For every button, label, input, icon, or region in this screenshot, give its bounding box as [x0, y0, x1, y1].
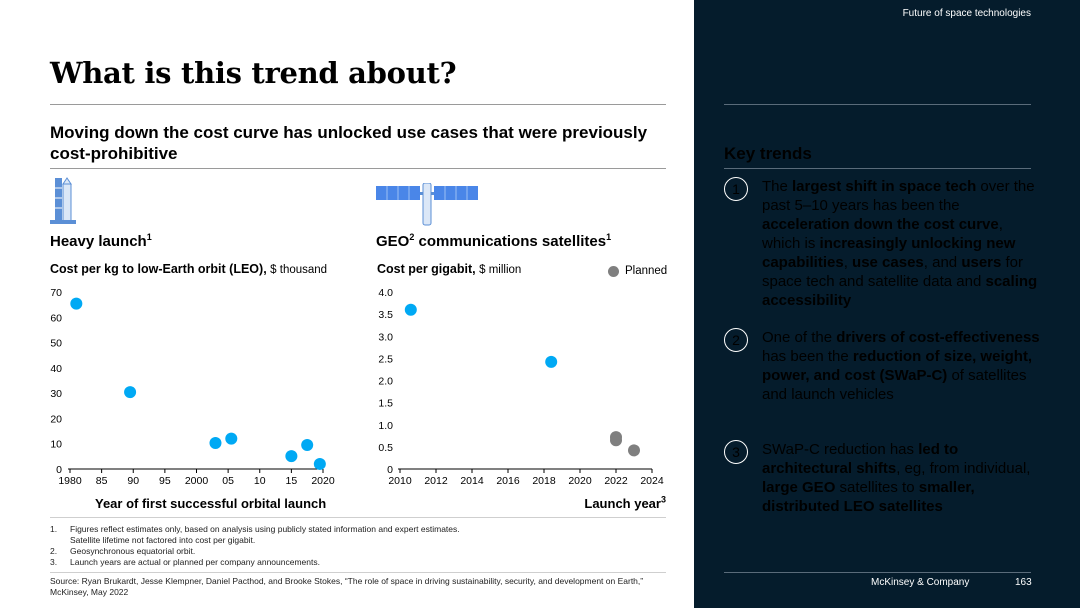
heavy-launch-x-tick-label: 95 [159, 475, 171, 487]
heavy-launch-x-tick-label: 90 [127, 475, 139, 487]
geo-y-tick-label: 3.5 [378, 309, 393, 321]
trend-number-badge: 2 [724, 328, 748, 352]
geo-x-tick-label: 2010 [388, 475, 412, 487]
source-divider [50, 572, 666, 573]
footnote-text: Launch years are actual or planned per c… [70, 557, 320, 567]
key-trend-2: 2 One of the drivers of cost-effectivenes… [724, 328, 1044, 404]
footnote-3: 3. Launch years are actual or planned per… [50, 557, 460, 568]
geo-x-tick-label: 2024 [640, 475, 664, 487]
heavy-launch-data-point [209, 436, 222, 449]
heavy-launch-y-tick-label: 60 [50, 312, 62, 324]
heavy-launch-y-tick-label: 20 [50, 413, 62, 425]
footnote-text: Figures reflect estimates only, based on… [70, 524, 460, 545]
geo-metric: Cost per gigabit, $ million [377, 262, 522, 276]
subtitle-divider [50, 168, 666, 169]
geo-x-tick-label: 2012 [424, 475, 448, 487]
heavy-launch-data-point [301, 438, 314, 451]
trend-number-badge: 3 [724, 440, 748, 464]
geo-satellites-title: GEO2 communications satellites1 [376, 232, 612, 251]
geo-y-tick-label: 1.5 [378, 398, 393, 410]
footer-company: McKinsey & Company [871, 577, 970, 588]
heavy-launch-y-tick-label: 10 [50, 439, 62, 451]
geo-x-tick-label: 2018 [532, 475, 556, 487]
heavy-launch-x-tick-label: 85 [96, 475, 108, 487]
footnote-number: 1. [50, 524, 58, 534]
geo-planned-point [628, 444, 640, 457]
trend-text: SWaP-C reduction has led to architectura… [762, 441, 1031, 515]
chart-divider [50, 517, 666, 518]
geo-x-tick-label: 2014 [460, 475, 484, 487]
trend-text: The largest shift in space tech over the… [762, 178, 1038, 309]
sidebar-divider-mid [724, 168, 1031, 169]
legend-planned: Planned [608, 265, 667, 277]
heavy-launch-y-tick-label: 0 [56, 464, 62, 476]
source-note: Source: Ryan Brukardt, Jesse Klempner, D… [50, 576, 644, 597]
heavy-launch-y-tick-label: 70 [50, 287, 62, 299]
section-header: Future of space technologies [902, 8, 1031, 19]
geo-y-tick-label: 4.0 [378, 287, 393, 299]
heavy-launch-x-tick-label: 05 [222, 475, 234, 487]
heavy-launch-data-point [285, 450, 298, 463]
heavy-launch-y-tick-label: 40 [50, 363, 62, 375]
heavy-launch-xlabel: Year of first successful orbital launch [95, 496, 327, 511]
main-content: What is this trend about? Moving down th… [50, 56, 668, 597]
heavy-launch-x-tick-label: 1980 [58, 475, 82, 487]
heavy-launch-data-point [313, 457, 326, 470]
geo-planned-point [610, 434, 622, 447]
geo-data-point [545, 355, 558, 368]
heavy-launch-title: Heavy launch1 [50, 232, 152, 251]
key-trends-title: Key trends [724, 144, 812, 163]
sidebar-divider-top [724, 104, 1031, 105]
key-trends-panel [694, 0, 1080, 608]
geo-y-tick-label: 0 [387, 464, 393, 476]
heavy-launch-x-tick-label: 15 [286, 475, 298, 487]
footnote-text: Geosynchronous equatorial orbit. [70, 546, 196, 556]
heavy-launch-y-tick-label: 50 [50, 338, 62, 350]
key-trend-3: 3 SWaP-C reduction has led to architectur… [724, 440, 1044, 516]
heavy-launch-data-point [124, 386, 137, 399]
footnote-number: 3. [50, 557, 58, 567]
trend-number-badge: 1 [724, 177, 748, 201]
geo-x-tick-label: 2020 [568, 475, 592, 487]
rocket-icon [50, 177, 76, 224]
heavy-launch-data-point [70, 297, 83, 310]
footnote-1: 1. Figures reflect estimates only, based … [50, 524, 460, 546]
heavy-launch-data-point [225, 432, 238, 445]
trend-text: One of the drivers of cost-effectiveness… [762, 329, 1040, 403]
satellite-icon [376, 183, 478, 226]
page-subtitle: Moving down the cost curve has unlocked … [50, 123, 648, 163]
geo-y-tick-label: 1.0 [378, 420, 393, 432]
footnote-2: 2. Geosynchronous equatorial orbit. [50, 546, 460, 557]
page-title: What is this trend about? [50, 56, 457, 90]
heavy-launch-y-tick-label: 30 [50, 388, 62, 400]
sidebar-divider-bottom [724, 572, 1031, 573]
heavy-launch-x-tick-label: 2000 [185, 475, 209, 487]
footnotes: 1. Figures reflect estimates only, based … [50, 524, 460, 568]
geo-y-tick-label: 2.5 [378, 353, 393, 365]
heavy-launch-x-tick-label: 10 [254, 475, 266, 487]
geo-y-tick-label: 2.0 [378, 376, 393, 388]
geo-y-tick-label: 3.0 [378, 331, 393, 343]
heavy-launch-metric: Cost per kg to low-Earth orbit (LEO), $ … [50, 262, 328, 276]
geo-xlabel: Launch year3 [584, 494, 666, 511]
geo-x-tick-label: 2022 [604, 475, 628, 487]
heavy-launch-x-tick-label: 2020 [311, 475, 335, 487]
legend-planned-marker [608, 265, 619, 277]
geo-x-tick-label: 2016 [496, 475, 520, 487]
legend-planned-label: Planned [625, 265, 668, 277]
geo-y-tick-label: 0.5 [378, 442, 393, 454]
geo-data-point [404, 303, 417, 316]
key-trend-1: 1 The largest shift in space tech over th… [724, 177, 1044, 310]
footnote-number: 2. [50, 546, 58, 556]
title-divider [50, 104, 666, 105]
footer-page-number: 163 [1015, 577, 1032, 588]
scatter-charts: 0 10 20 30 40 50 60 70 1980 85 90 95 2000 05 10 15 2020 0… [50, 287, 664, 487]
